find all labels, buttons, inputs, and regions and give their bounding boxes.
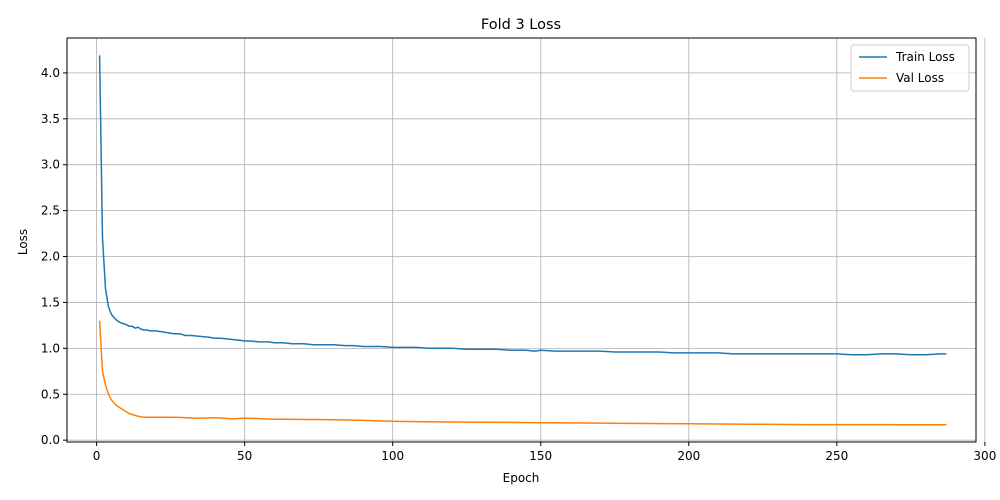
x-axis-ticks: 0 50 100 150 200 250 300 [93, 442, 996, 463]
series-lines [98, 55, 947, 426]
x-tick-label: 300 [973, 449, 996, 463]
x-tick-label: 250 [825, 449, 848, 463]
series-line-val-loss [98, 320, 947, 426]
plot-frame [66, 37, 977, 443]
y-tick-label: 2.0 [41, 250, 60, 264]
y-axis-label: Loss [16, 229, 30, 255]
x-tick-label: 100 [381, 449, 404, 463]
y-tick-label: 1.0 [41, 341, 60, 355]
y-tick-label: 0.5 [41, 387, 60, 401]
y-tick-label: 0.0 [41, 433, 60, 447]
x-tick-label: 200 [677, 449, 700, 463]
legend-label: Val Loss [896, 71, 944, 85]
y-tick-label: 2.5 [41, 204, 60, 218]
y-tick-label: 4.0 [41, 66, 60, 80]
y-tick-label: 1.5 [41, 295, 60, 309]
x-tick-label: 0 [93, 449, 101, 463]
series-line-train-loss [98, 55, 947, 356]
y-tick-label: 3.0 [41, 158, 60, 172]
x-axis-label: Epoch [503, 471, 540, 485]
y-tick-label: 3.5 [41, 112, 60, 126]
legend: Train Loss Val Loss [850, 44, 970, 92]
x-tick-label: 150 [529, 449, 552, 463]
y-axis-ticks: 0.0 0.5 1.0 1.5 2.0 2.5 3.0 3.5 4.0 [41, 66, 67, 447]
grid-lines [67, 38, 986, 442]
chart-title: Fold 3 Loss [481, 17, 561, 33]
x-tick-label: 50 [237, 449, 252, 463]
legend-label: Train Loss [895, 50, 955, 64]
